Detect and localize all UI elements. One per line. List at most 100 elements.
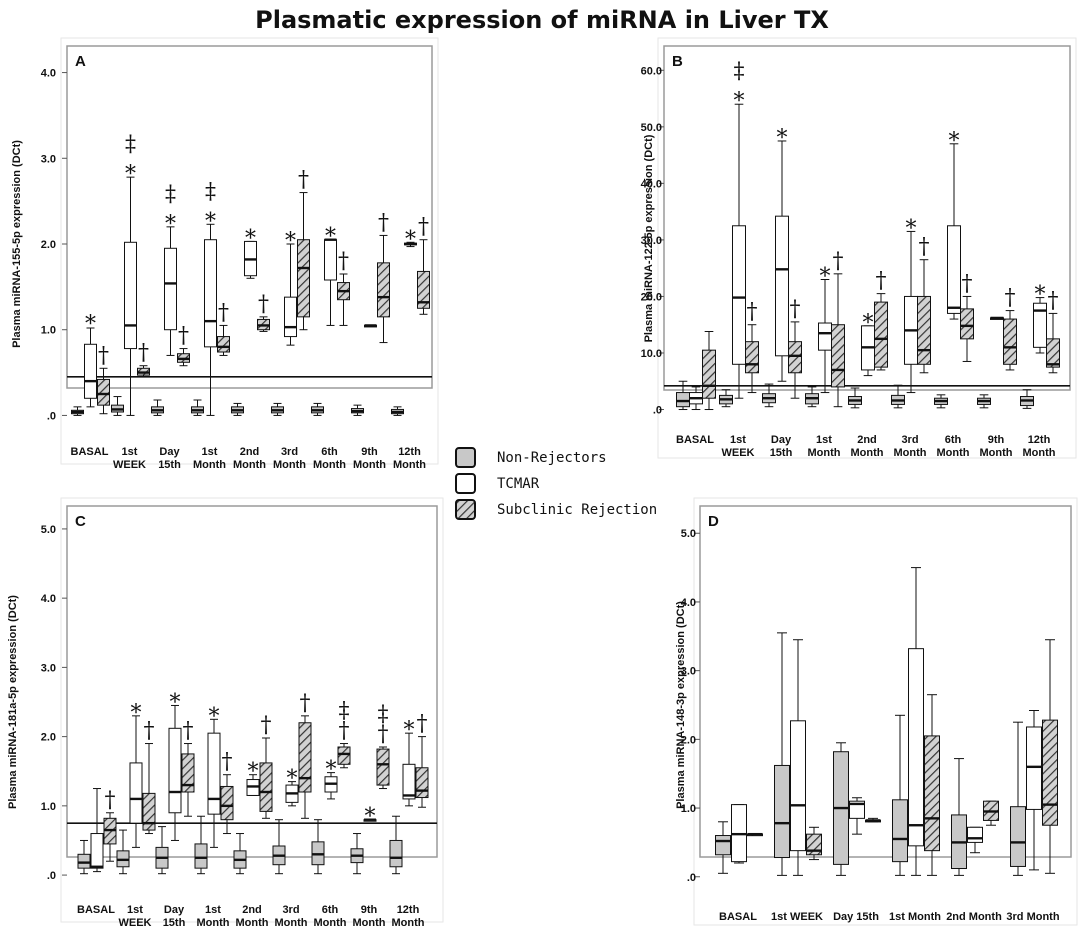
x-tick-label-6th-month: 6th Month [314, 904, 347, 929]
asterisk-mark: * [205, 209, 216, 234]
x-tick-line: 9th [361, 904, 378, 916]
x-tick-line: 1st [122, 446, 138, 458]
dagger-mark: † [790, 297, 801, 322]
box-body [284, 296, 297, 338]
box-non-rejectors-1st-month [194, 815, 208, 875]
x-tick-line: 3rd [282, 904, 299, 916]
x-tick-line: WEEK [119, 917, 152, 929]
x-tick-line: 3rd [901, 434, 918, 446]
x-tick-line: Month [233, 459, 266, 471]
asterisk-mark: * [1035, 283, 1046, 308]
x-tick-line: Month [393, 459, 426, 471]
box-non-rejectors-1st-week [111, 396, 124, 416]
box-tcmar-12th-month [404, 241, 417, 248]
x-tick-label-9th-month: 9th Month [353, 446, 386, 471]
box-non-rejectors-6th-month [311, 402, 324, 416]
y-tick-label: 50.0 [641, 122, 662, 134]
box-non-rejectors-2nd-month [951, 758, 967, 876]
box-non-rejectors-basal [715, 821, 731, 874]
asterisk-mark: * [405, 227, 416, 252]
double-dagger-mark: ‡ [205, 179, 216, 204]
box-subclinic-rejection-basal [103, 812, 117, 862]
x-tick-label-1st-week: 1st WEEK [119, 904, 152, 929]
asterisk-mark: * [365, 805, 376, 830]
box-non-rejectors-1st-month [805, 386, 819, 408]
x-tick-label-1st-week: 1st WEEK [113, 446, 146, 471]
asterisk-mark: * [949, 129, 960, 154]
y-tick-label: .0 [653, 405, 662, 417]
box-tcmar-day-15th [164, 226, 177, 356]
box-body [774, 764, 790, 859]
box-subclinic-rejection-3rd-month [1042, 639, 1058, 874]
box-subclinic-rejection-6th-month [337, 273, 350, 326]
y-tick-label: 3.0 [681, 666, 696, 678]
x-tick-line: Month [273, 459, 306, 471]
asterisk-mark: * [287, 767, 298, 792]
box-tcmar-basal [731, 804, 747, 864]
x-tick-label-1st-week: 1st WEEK [722, 434, 755, 459]
dagger-mark: † [338, 249, 349, 274]
box-body [90, 833, 104, 869]
y-tick-label: 5.0 [41, 524, 56, 536]
x-tick-line: 9th [361, 446, 378, 458]
dagger-mark: † [183, 719, 194, 744]
y-tick-label: 1.0 [41, 801, 56, 813]
box-body [892, 799, 908, 863]
x-tick-label-day-15th: Day 15th [163, 904, 186, 929]
asterisk-mark: * [245, 226, 256, 251]
asterisk-mark: * [404, 718, 415, 743]
x-tick-line: WEEK [722, 447, 755, 459]
x-tick-label-2nd-month: 2nd Month [236, 904, 269, 929]
x-tick-line: 15th [163, 917, 186, 929]
x-tick-line: Day [164, 904, 185, 916]
box-tcmar-basal [90, 788, 104, 873]
dagger-mark: † [300, 691, 311, 716]
box-tcmar-3rd-month [285, 781, 299, 807]
x-tick-label-12th-month: 12th Month [392, 904, 425, 929]
panel-a: A .0 1.0 2.0 3.0 4.0 Plasma miRNA-155-5p expre… [11, 37, 439, 471]
box-subclinic-rejection-day-15th [177, 348, 190, 367]
box-body [908, 648, 924, 847]
x-tick-line: Month [353, 917, 386, 929]
box-body [788, 341, 802, 374]
box-non-rejectors-12th-month [389, 815, 403, 875]
box-body [917, 295, 931, 365]
y-tick-label: 3.0 [41, 153, 56, 165]
x-tick-line: Month [392, 917, 425, 929]
box-body [1010, 806, 1026, 867]
x-tick-line: Day 15th [833, 911, 879, 923]
y-axis-label: Plasma miRNA-148-3p expression (DCt) [675, 601, 687, 809]
box-body [377, 262, 390, 318]
x-tick-line: 2nd [242, 904, 262, 916]
x-tick-line: Day [771, 434, 792, 446]
legend-label-tcmar: TCMAR [497, 476, 540, 492]
x-tick-line: 2nd Month [946, 911, 1002, 923]
box-non-rejectors-9th-month [977, 394, 991, 409]
asterisk-mark: * [777, 126, 788, 151]
dagger-mark: † [1048, 288, 1059, 313]
box-tcmar-1st-week [732, 103, 746, 399]
panel-letter: A [75, 53, 86, 70]
box-body [1042, 719, 1058, 826]
box-subclinic-rejection-2nd-month [874, 293, 888, 371]
box-tcmar-1st-week [124, 176, 137, 416]
x-tick-line: Month [313, 459, 346, 471]
box-non-rejectors-basal [71, 406, 84, 416]
box-body [402, 763, 416, 800]
box-non-rejectors-basal [676, 380, 690, 411]
x-tick-label-1st-month: 1st Month [193, 446, 226, 471]
x-tick-line: BASAL [719, 911, 757, 923]
x-tick-label-1st-month: 1st Month [889, 911, 941, 923]
box-subclinic-rejection-9th-month [376, 746, 390, 790]
box-body [790, 720, 806, 852]
box-body [849, 800, 865, 819]
x-tick-label-9th-month: 9th Month [980, 434, 1013, 459]
box-tcmar-6th-month [324, 238, 337, 326]
box-body [217, 336, 230, 353]
box-body [818, 322, 832, 351]
y-axis-label: Plasma miRNA-155-5p expression (DCt) [11, 140, 23, 348]
x-tick-line: Month [980, 447, 1013, 459]
box-body [124, 241, 137, 350]
dagger-mark: † [378, 210, 389, 235]
box-subclinic-rejection-day-15th [865, 817, 881, 823]
